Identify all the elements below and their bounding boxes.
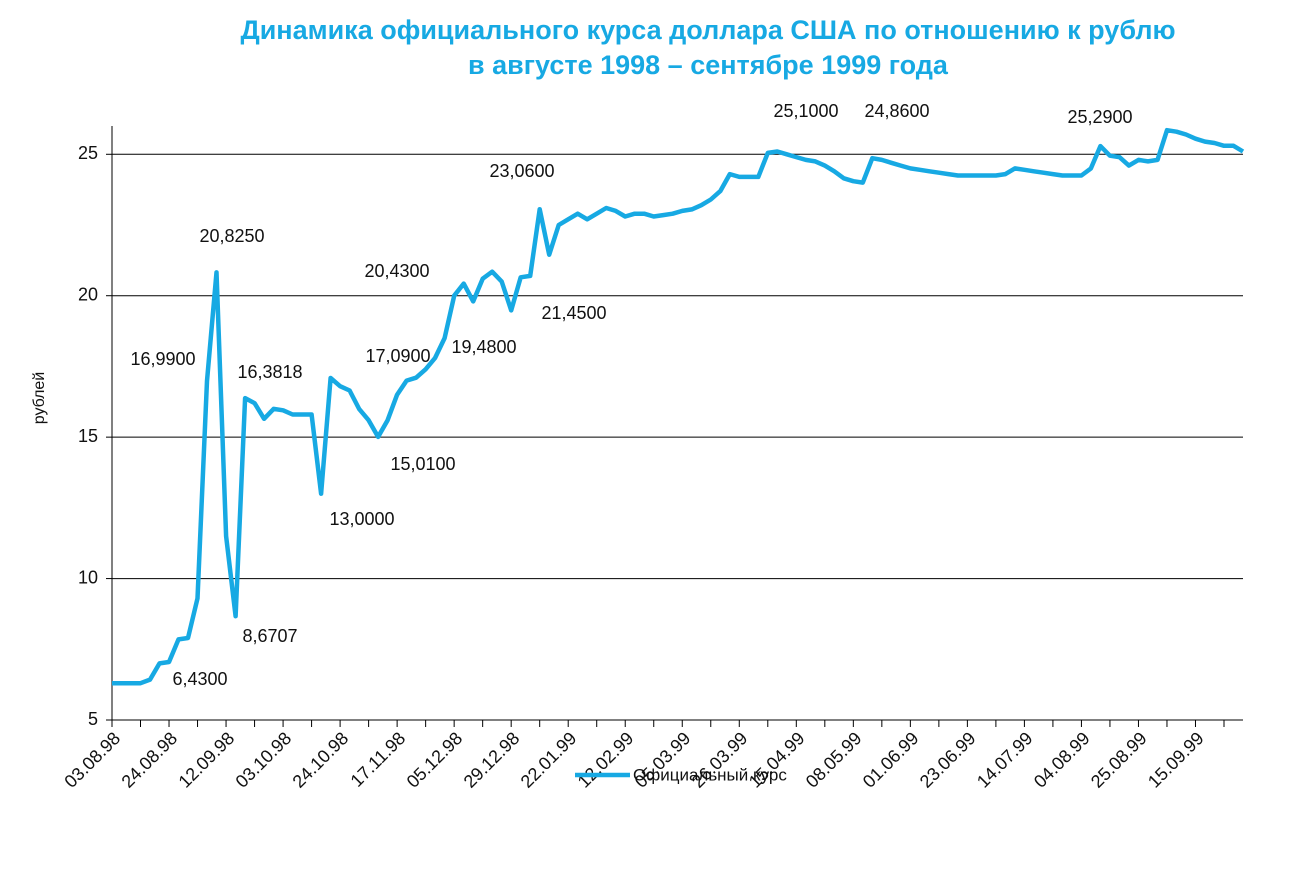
- data-label: 8,6707: [242, 626, 297, 646]
- data-label: 13,0000: [329, 509, 394, 529]
- x-tick-label: 01.06.99: [859, 728, 923, 792]
- x-tick-label: 29.12.98: [460, 728, 524, 792]
- chart-title: Динамика официального курса доллара США …: [240, 15, 1175, 45]
- data-label: 25,1000: [773, 101, 838, 121]
- data-label: 16,3818: [237, 362, 302, 382]
- data-label: 23,0600: [489, 161, 554, 181]
- x-tick-label: 12.02.99: [574, 728, 638, 792]
- legend-label: Официальный курс: [633, 765, 787, 784]
- data-label: 6,4300: [172, 669, 227, 689]
- data-label: 19,4800: [451, 337, 516, 357]
- x-tick-label: 17.11.98: [347, 728, 410, 791]
- data-label: 16,9900: [130, 349, 195, 369]
- x-tick-label: 22.01.99: [517, 728, 581, 792]
- data-label: 20,8250: [199, 226, 264, 246]
- data-label: 25,2900: [1067, 107, 1132, 127]
- chart-subtitle: в августе 1998 – сентябре 1999 года: [468, 50, 949, 80]
- y-tick-label: 15: [78, 426, 98, 446]
- x-tick-label: 23.06.99: [916, 728, 980, 792]
- y-tick-label: 5: [88, 709, 98, 729]
- data-label: 17,0900: [365, 346, 430, 366]
- data-label: 20,4300: [364, 261, 429, 281]
- data-label: 15,0100: [390, 454, 455, 474]
- x-tick-label: 25.08.99: [1087, 728, 1151, 792]
- line: [112, 127, 1245, 686]
- x-tick-label: 24.10.98: [289, 728, 353, 792]
- x-tick-label: 04.08.99: [1030, 728, 1094, 792]
- x-tick-label: 05.12.98: [403, 728, 467, 792]
- x-tick-label: 14.07.99: [973, 728, 1037, 792]
- y-tick-label: 10: [78, 567, 98, 587]
- y-tick-label: 25: [78, 143, 98, 163]
- y-axis-label: рублей: [31, 372, 48, 425]
- x-tick-label: 24.08.98: [118, 728, 182, 792]
- y-tick-label: 20: [78, 284, 98, 304]
- data-label: 24,8600: [864, 101, 929, 121]
- x-tick-label: 12.09.98: [175, 728, 239, 792]
- x-tick-label: 15.09.99: [1144, 728, 1208, 792]
- data-label: 21,4500: [541, 303, 606, 323]
- x-tick-label: 03.08.98: [60, 728, 124, 792]
- x-tick-label: 03.10.98: [232, 728, 296, 792]
- x-tick-label: 08.05.99: [802, 728, 866, 792]
